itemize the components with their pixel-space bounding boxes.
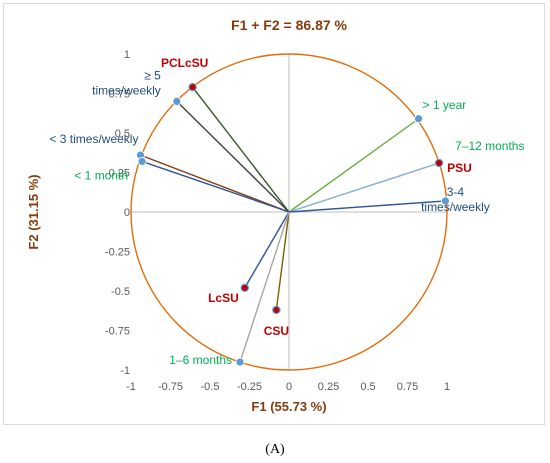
data-point [414, 114, 423, 124]
point-label: < 3 times/weekly [49, 132, 138, 146]
data-point [235, 357, 245, 367]
unit-circle [130, 53, 448, 371]
y-tick-label: 0.5 [115, 128, 130, 140]
x-tick-label: 0 [286, 381, 292, 393]
loading-vector [239, 211, 290, 363]
loading-vector [141, 160, 290, 213]
data-point [441, 196, 450, 206]
loading-vector [288, 200, 446, 213]
point-label: PCLcSU [161, 56, 208, 70]
point-label: PSU [447, 161, 472, 175]
y-tick-label: 0.75 [109, 89, 130, 101]
loading-vector [192, 86, 290, 213]
y-tick-label: 0.25 [109, 168, 130, 180]
point-label: ≥ 5 times/weekly [92, 68, 161, 97]
point-label: LcSU [208, 291, 239, 305]
y-tick-label: -0.25 [105, 247, 130, 259]
x-tick-label: 0.75 [397, 381, 418, 393]
y-tick-label: -0.75 [105, 326, 130, 338]
data-point [434, 158, 444, 168]
y-tick-label: 0 [124, 207, 130, 219]
loading-vector [275, 211, 290, 311]
point-label: < 1 month [74, 168, 128, 182]
x-tick-label: 1 [444, 381, 450, 393]
chart-title: F1 + F2 = 86.87 % [231, 17, 348, 33]
loading-vector [288, 162, 440, 213]
data-point [172, 97, 182, 106]
x-tick-label: -0.5 [201, 381, 220, 393]
point-label: CSU [264, 324, 289, 338]
plot-area: -1 -0.75 -0.5 -0.25 0 0.25 0.5 0.75 1 -1 -0.75 -0.5… [49, 49, 524, 393]
panel-caption: (A) [265, 442, 285, 457]
point-label: > 1 year [423, 98, 467, 112]
data-point [188, 82, 197, 92]
loading-vector [176, 100, 290, 213]
x-tick-label: 0.25 [318, 381, 339, 393]
data-point [272, 305, 281, 315]
loading-vector [288, 118, 419, 213]
correlation-circle-chart: F1 + F2 = 86.87 % -1 -0.75 -0.5 -0.25 0 0.25 0… [26, 17, 524, 414]
data-point [240, 283, 249, 293]
point-label: 7–12 months [455, 139, 524, 153]
data-point [137, 157, 147, 166]
x-axis-title: F1 (55.73 %) [251, 399, 326, 414]
loading-vector [244, 211, 290, 289]
point-label: 1–6 months [169, 353, 232, 367]
loading-vector [140, 154, 290, 213]
y-tick-label: 1 [124, 49, 130, 61]
x-tick-label: -0.25 [237, 381, 262, 393]
y-axis-title: F2 (31.15 %) [26, 174, 41, 249]
x-tick-label: -1 [126, 381, 136, 393]
x-tick-label: -0.75 [158, 381, 183, 393]
chart-frame: F1 + F2 = 86.87 % -1 -0.75 -0.5 -0.25 0 0.25 0… [3, 3, 545, 425]
point-label: 3-4 times/weekly [421, 185, 490, 214]
y-tick-label: -0.5 [111, 286, 130, 298]
y-tick-label: -1 [120, 365, 130, 377]
x-tick-label: 0.5 [360, 381, 375, 393]
